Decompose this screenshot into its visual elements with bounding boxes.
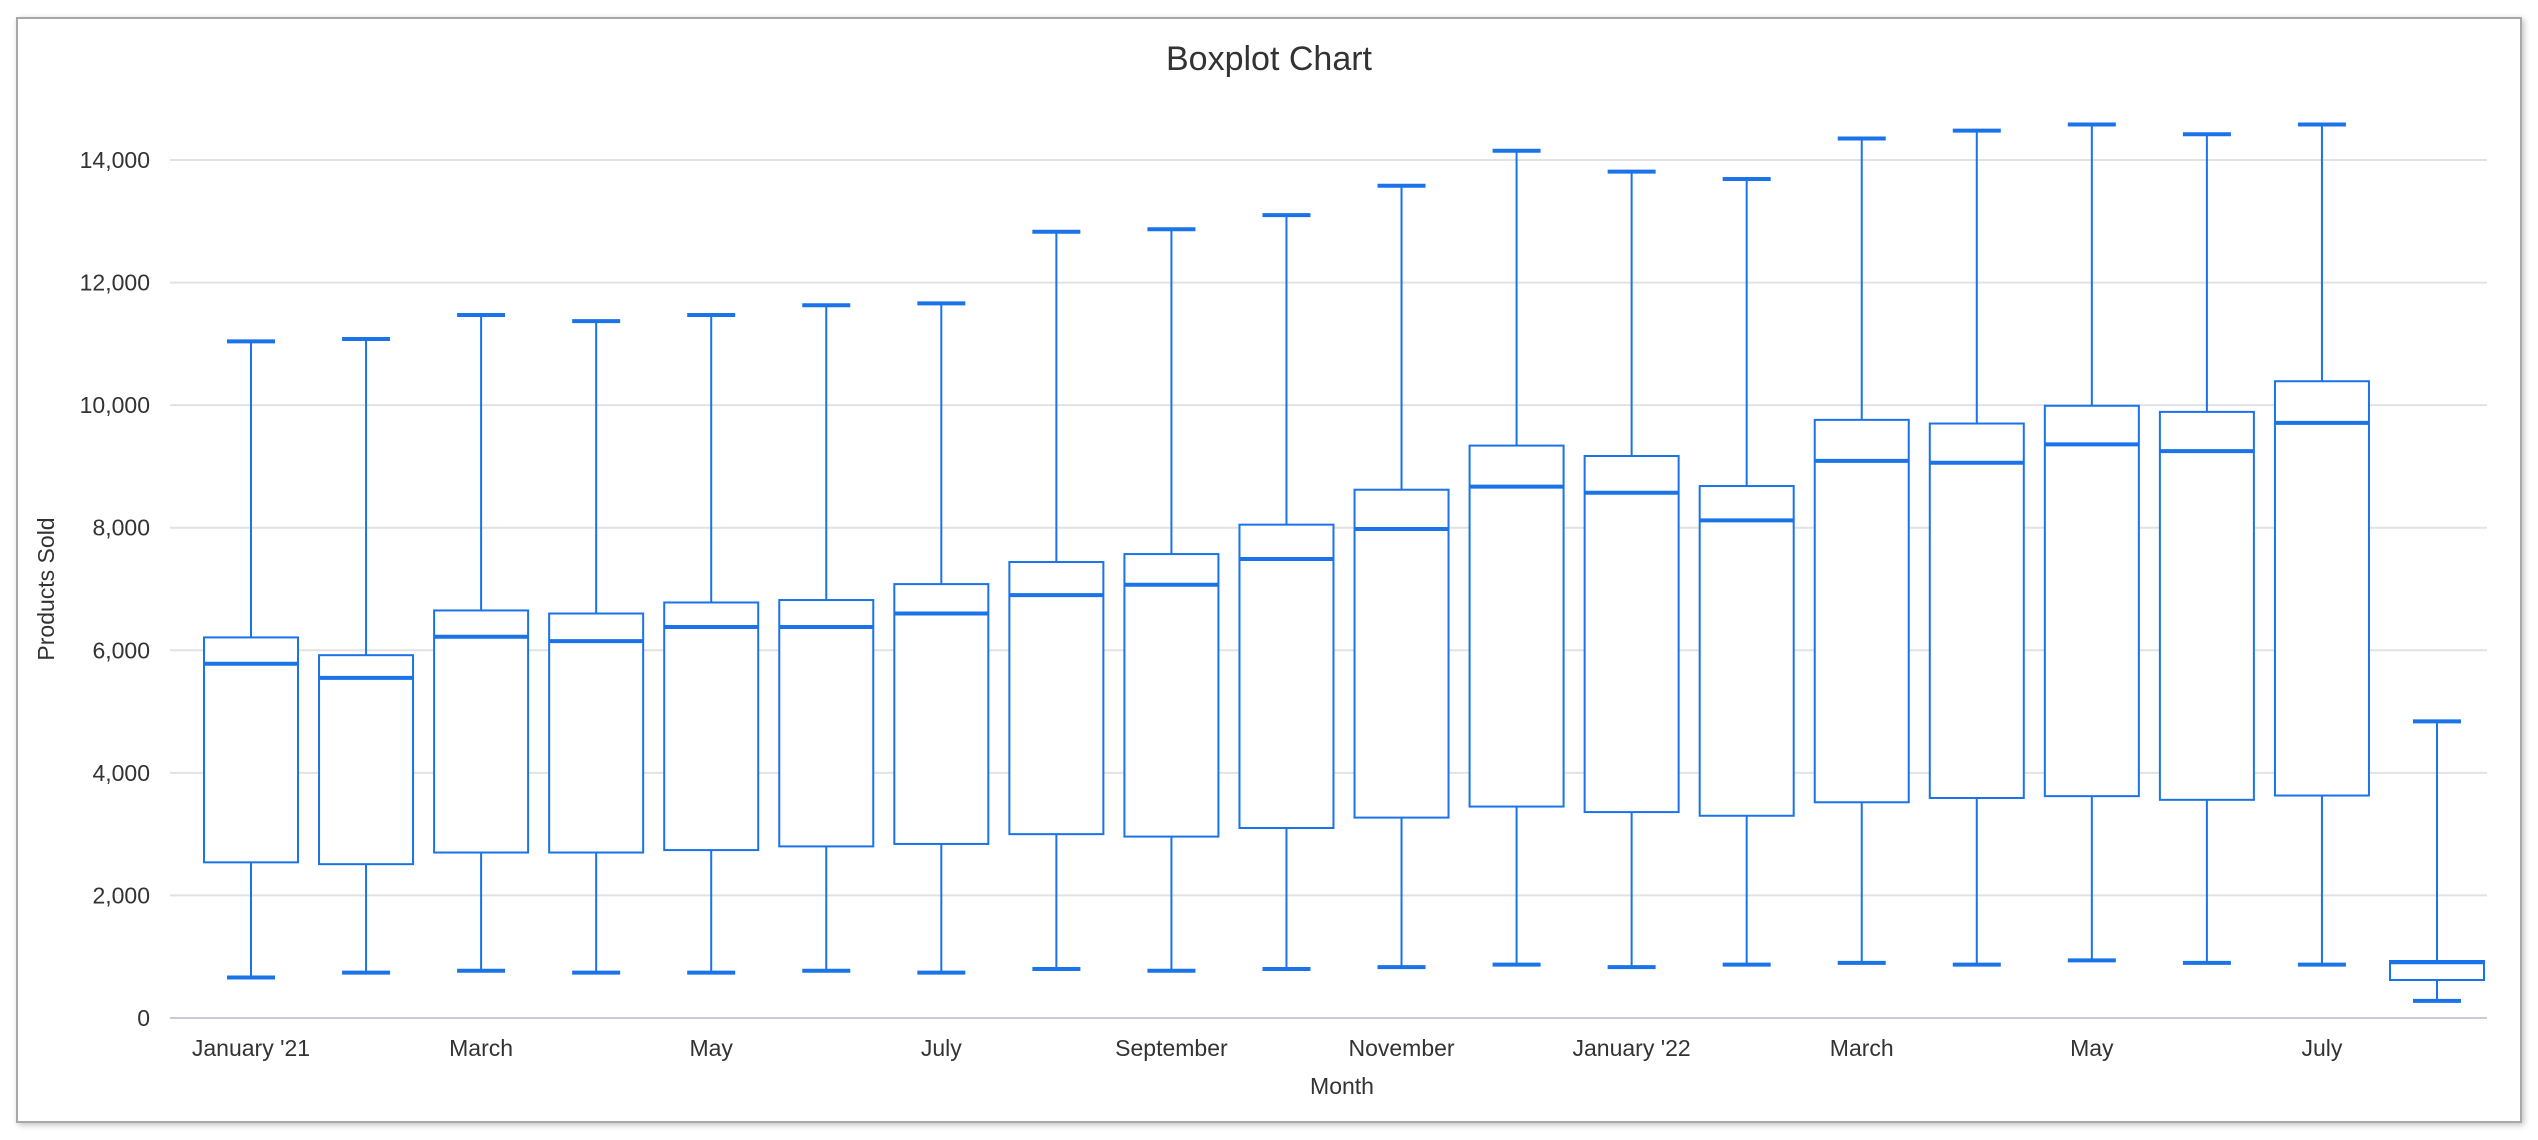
box-group <box>1123 227 1220 973</box>
x-axis-label: Month <box>1310 1073 1374 1099</box>
y-tick-label: 8,000 <box>92 515 150 541</box>
x-tick-label: July <box>2301 1035 2342 1061</box>
box-group <box>778 303 875 973</box>
chart-title: Boxplot Chart <box>1166 40 1373 78</box>
y-tick-label: 6,000 <box>92 637 150 663</box>
x-tick-label: January '21 <box>192 1035 310 1061</box>
box-group <box>1008 229 1105 971</box>
box-iqr <box>663 601 760 852</box>
box-iqr <box>203 636 299 864</box>
box-iqr <box>2273 380 2370 797</box>
box-group <box>663 313 760 975</box>
box-group <box>203 339 299 980</box>
box-iqr <box>1238 523 1335 830</box>
box-iqr <box>2043 404 2140 798</box>
box-group <box>2158 132 2255 965</box>
box-group <box>1238 213 1335 971</box>
x-tick-label: September <box>1115 1035 1228 1061</box>
box-group <box>318 336 415 975</box>
x-tick-label: January '22 <box>1573 1035 1691 1061</box>
y-tick-label: 14,000 <box>80 147 150 173</box>
box-group <box>1698 176 1795 967</box>
box-group <box>2273 122 2370 967</box>
box-iqr <box>2158 410 2255 801</box>
box-group <box>2043 122 2140 963</box>
box-iqr <box>893 583 990 845</box>
y-tick-label: 10,000 <box>80 392 150 418</box>
x-tick-label: July <box>921 1035 962 1061</box>
x-tick-label: May <box>689 1035 733 1061</box>
box-group <box>1468 148 1565 967</box>
box-iqr <box>1583 455 1680 814</box>
y-tick-label: 12,000 <box>80 270 150 296</box>
box-iqr <box>778 599 875 848</box>
box-iqr <box>1698 485 1795 817</box>
box-group <box>548 319 645 975</box>
box-group <box>433 313 530 973</box>
x-tick-label: March <box>449 1035 513 1061</box>
y-axis-label: Products Sold <box>33 517 59 660</box>
box-group <box>1353 183 1450 970</box>
box-iqr <box>1468 444 1565 808</box>
box-iqr <box>1813 418 1910 804</box>
box-group <box>2389 719 2485 1003</box>
box-iqr <box>1353 488 1450 819</box>
box-iqr <box>318 654 415 866</box>
box-iqr <box>1008 561 1105 836</box>
box-iqr <box>548 612 645 854</box>
box-group <box>893 301 990 975</box>
box-iqr <box>1123 553 1220 838</box>
y-tick-label: 2,000 <box>92 882 150 908</box>
y-tick-label: 4,000 <box>92 760 150 786</box>
box-iqr <box>433 609 530 854</box>
box-iqr <box>1928 422 2025 799</box>
box-group <box>1583 169 1680 970</box>
x-tick-label: March <box>1830 1035 1894 1061</box>
x-tick-label: November <box>1348 1035 1454 1061</box>
y-tick-label: 0 <box>137 1005 150 1031</box>
box-group <box>1813 136 1910 965</box>
box-group <box>1928 128 2025 967</box>
x-tick-label: May <box>2070 1035 2114 1061</box>
